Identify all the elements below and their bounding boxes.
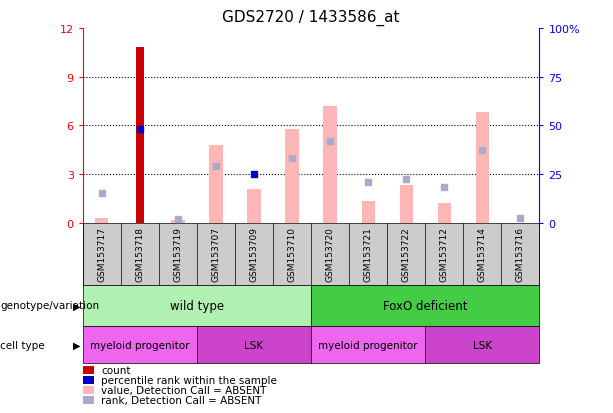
Text: GSM153712: GSM153712 [440,227,449,281]
Text: GSM153714: GSM153714 [478,227,487,281]
Text: ▶: ▶ [73,340,80,350]
Bar [438,204,451,223]
Bar [400,186,413,223]
Text: GSM153709: GSM153709 [249,227,259,281]
Bar [324,107,337,223]
Text: GSM153716: GSM153716 [516,227,525,281]
Bar [95,218,109,223]
Bar [286,129,299,223]
Text: LSK: LSK [245,340,264,350]
Text: value, Detection Call = ABSENT: value, Detection Call = ABSENT [101,385,267,395]
Text: GSM153722: GSM153722 [402,227,411,281]
Text: LSK: LSK [473,340,492,350]
Text: GSM153710: GSM153710 [287,227,297,281]
Bar [171,221,185,223]
Text: GSM153721: GSM153721 [364,227,373,281]
Title: GDS2720 / 1433586_at: GDS2720 / 1433586_at [223,10,400,26]
Bar [248,189,261,223]
Bar [209,145,223,223]
Bar [362,202,375,223]
Text: GSM153719: GSM153719 [173,227,183,281]
Text: rank, Detection Call = ABSENT: rank, Detection Call = ABSENT [101,395,262,405]
Text: GSM153720: GSM153720 [326,227,335,281]
Text: genotype/variation: genotype/variation [0,301,99,311]
Text: cell type: cell type [0,340,45,350]
Bar [476,113,489,223]
Text: ▶: ▶ [73,301,80,311]
Text: myeloid progenitor: myeloid progenitor [90,340,189,350]
Text: count: count [101,365,131,375]
Text: wild type: wild type [170,299,224,312]
Bar [136,48,143,223]
Text: GSM153718: GSM153718 [135,227,144,281]
Text: myeloid progenitor: myeloid progenitor [318,340,418,350]
Text: FoxO deficient: FoxO deficient [383,299,468,312]
Text: GSM153707: GSM153707 [211,227,221,281]
Text: percentile rank within the sample: percentile rank within the sample [101,375,277,385]
Text: GSM153717: GSM153717 [97,227,106,281]
